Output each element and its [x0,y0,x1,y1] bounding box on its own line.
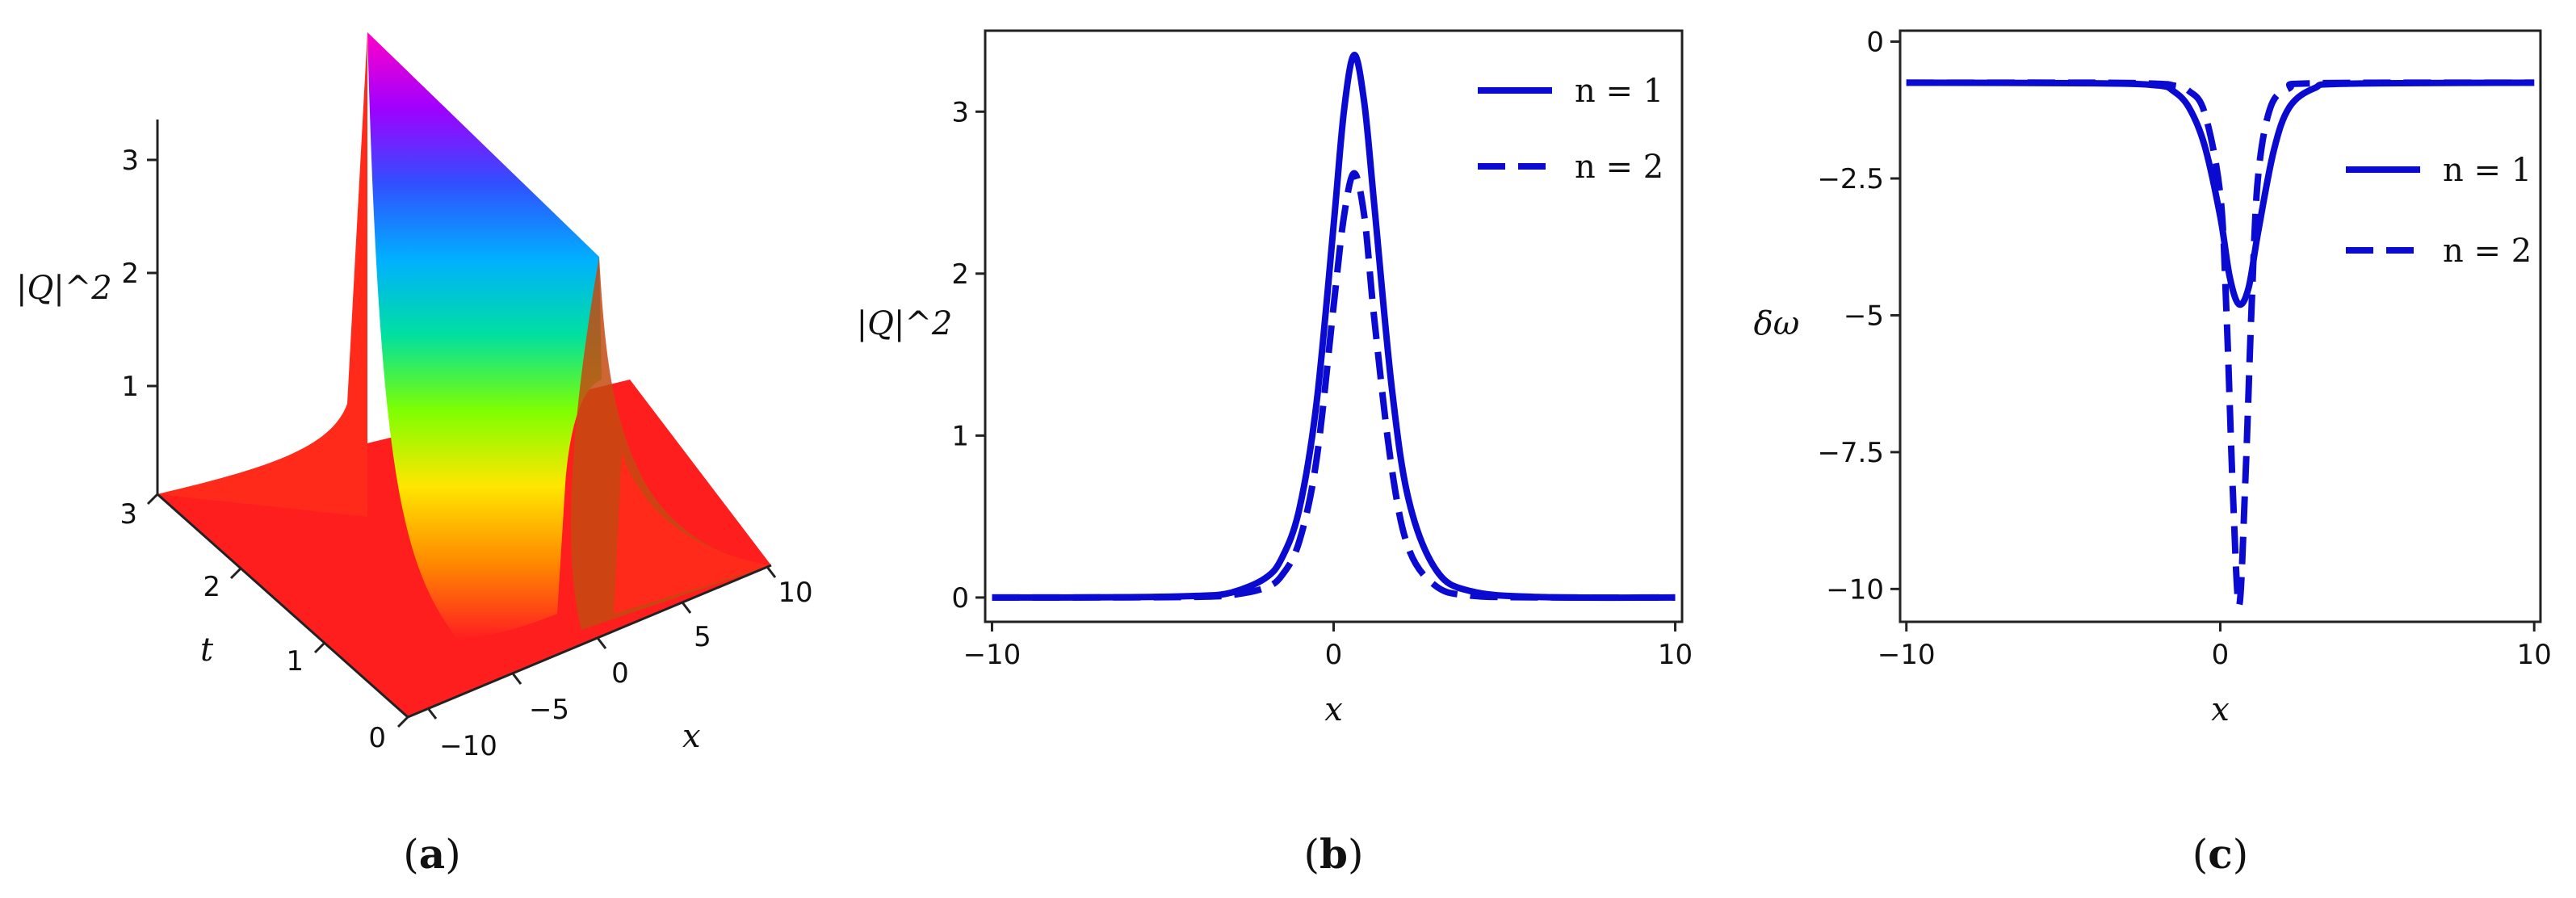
z-tick-label: 1 [121,371,139,403]
surface-right-floor [614,452,771,614]
panel-label-b: (b) [1304,830,1364,878]
x-tick-label: 10 [778,577,812,609]
x-axis-label: x [1324,691,1343,728]
t-tick-label: 0 [368,722,386,754]
t-axis-label: t [200,632,214,669]
series-line-n2 [1906,79,2535,609]
legend-label-n1: n = 1 [2443,152,2532,189]
plot-frame [1898,29,2542,623]
x-tick-label: −10 [1877,639,1936,671]
panel-label-c: (c) [2192,830,2248,878]
x-tick-label: 0 [611,657,629,690]
x-axis-label: x [2211,691,2230,728]
legend-label-n1: n = 1 [1575,73,1663,110]
x-tick-label: 10 [1658,639,1693,671]
y-tick-label: 3 [951,96,969,128]
y-tick-label: −7.5 [1817,437,1884,469]
t-tick-label: 2 [203,571,220,603]
panel-b-line-plot: −10 0 10 0 1 2 3 n = 1 n = 2 x |Q|^2 (b) [857,29,1693,878]
x-tick-label: 0 [1325,639,1343,671]
t-tick-label: 1 [286,645,304,678]
x-tick-label: −5 [529,694,569,726]
x-tick-label: −10 [963,639,1022,671]
x-tick-label: −10 [439,730,497,762]
y-tick-label: 2 [951,258,969,291]
z-tick-label: 3 [121,145,139,177]
x-tick-label: 0 [2212,639,2230,671]
y-tick-label: 1 [951,420,969,452]
z-axis-label: |Q|^2 [16,270,112,307]
x-tick-label: 5 [694,621,711,653]
legend-label-n2: n = 2 [2443,233,2532,270]
t-tick-label: 3 [120,498,137,531]
y-tick-label: −10 [1826,573,1884,606]
y-axis-label: δω [1754,305,1800,342]
surface-ridge-face [367,32,602,638]
panel-label-a: (a) [403,830,460,878]
y-axis-label: |Q|^2 [857,305,953,342]
series-line-n1 [992,52,1676,602]
panel-c-line-plot: −10 0 10 0 −2.5 −5 −7.5 −10 n = 1 n = 2 x δω (c) [1754,27,2552,878]
panel-a-surface-plot: 3 2 1 |Q|^2 0 1 2 3 t −10 −5 0 5 [16,32,813,878]
y-tick-label: −5 [1844,300,1884,332]
x-axis-line [407,564,772,719]
z-tick-label: 2 [121,258,139,290]
t-axis-line [157,493,409,719]
series-line-n2 [992,170,1676,601]
y-tick-label: −2.5 [1817,163,1884,195]
y-tick-label: 0 [1866,27,1884,59]
x-axis-label: x [682,718,701,755]
legend-label-n2: n = 2 [1575,149,1663,186]
x-tick-label: 10 [2517,639,2552,671]
y-tick-label: 0 [951,582,969,615]
series-line-n1 [1906,79,2535,308]
surface-left-shoulder [157,32,367,517]
